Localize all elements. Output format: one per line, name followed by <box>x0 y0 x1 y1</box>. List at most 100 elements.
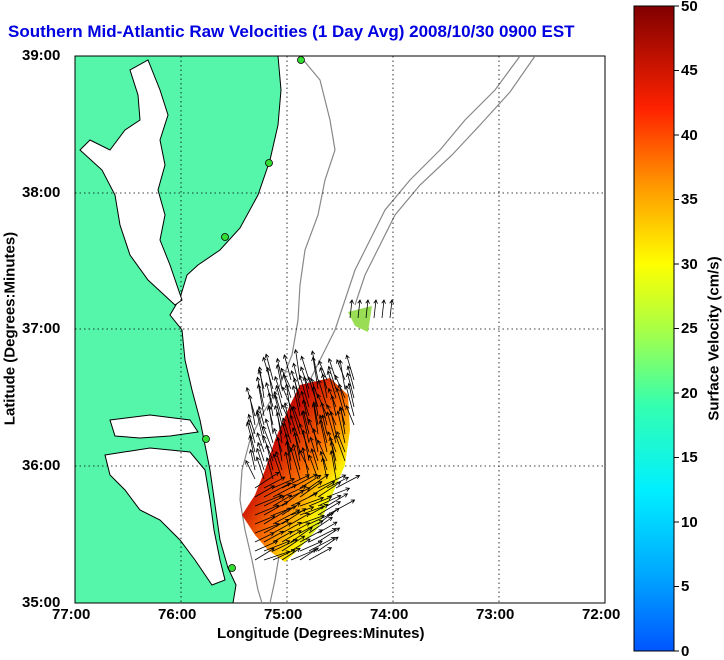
station-marker <box>221 233 229 241</box>
velocity-arrow <box>301 429 310 462</box>
velocity-arrow <box>254 547 275 561</box>
velocity-arrow <box>334 434 346 462</box>
colorbar-tick-label: 15 <box>681 449 698 466</box>
velocity-arrow <box>247 394 256 426</box>
velocity-arrow <box>272 494 293 507</box>
pamlico-sound <box>104 447 226 586</box>
velocity-arrow <box>308 547 333 561</box>
velocity-arrow <box>289 446 301 480</box>
velocity-arrow <box>310 448 319 471</box>
velocity-arrow <box>281 502 301 516</box>
velocity-arrow <box>317 439 328 462</box>
velocity-arrow <box>263 482 291 498</box>
velocity-arrow <box>308 504 329 516</box>
velocity-arrow <box>272 509 301 525</box>
velocity-arrow <box>389 299 394 319</box>
velocity-arrow <box>284 383 292 417</box>
velocity-arrow <box>282 373 292 399</box>
velocity-arrow <box>301 446 310 480</box>
velocity-arrow <box>345 354 355 381</box>
velocity-arrow <box>263 530 285 543</box>
colorbar-ticks <box>674 5 679 652</box>
velocity-arrow <box>281 521 302 534</box>
velocity-arrow <box>301 399 310 426</box>
velocity-arrow <box>308 516 333 534</box>
velocity-arrow <box>290 513 310 525</box>
velocity-arrow <box>275 363 283 390</box>
velocity-arrow <box>254 532 275 543</box>
velocity-arrow <box>264 353 274 381</box>
velocity-arrow <box>302 376 310 399</box>
velocity-arrow <box>299 540 323 552</box>
velocity-arrow <box>263 540 291 552</box>
velocity-arrow <box>281 474 310 489</box>
velocity-arrow <box>272 522 292 534</box>
velocity-arrow <box>257 405 265 426</box>
velocity-arrow <box>309 436 319 462</box>
velocity-arrow <box>329 450 337 480</box>
velocity-arrow <box>255 376 265 408</box>
velocity-arrow <box>293 348 301 381</box>
velocity-arrow <box>317 521 338 534</box>
velocity-arrow <box>272 484 298 498</box>
velocity-arrow <box>299 547 319 561</box>
x-tick-label: 72:00 <box>582 606 621 623</box>
velocity-arrow <box>267 392 274 417</box>
velocity-arrow <box>299 496 325 507</box>
velocity-arrow <box>346 365 355 390</box>
x-tick-label: 73:00 <box>476 606 515 623</box>
velocity-arrow <box>317 481 342 498</box>
velocity-arrow <box>299 529 324 543</box>
velocity-arrow <box>281 417 292 444</box>
velocity-arrow <box>339 406 346 435</box>
velocity-arrow <box>284 432 292 462</box>
velocity-arrow <box>265 456 274 480</box>
velocity-arrow <box>318 414 328 444</box>
velocity-arrow <box>280 367 292 390</box>
velocity-arrow <box>248 434 256 462</box>
velocity-arrow <box>272 549 296 561</box>
velocity-arrow <box>327 365 337 390</box>
x-tick-label: 74:00 <box>370 606 409 623</box>
velocity-arrow <box>281 530 302 543</box>
velocity-arrow <box>317 527 341 543</box>
velocity-arrow <box>299 481 323 498</box>
velocity-arrow <box>326 493 349 507</box>
velocity-arrow <box>254 515 276 525</box>
velocity-arrow <box>311 386 319 417</box>
y-tick-label: 37:00 <box>22 320 61 337</box>
velocity-arrow <box>337 383 346 408</box>
velocity-arrow <box>336 430 346 453</box>
velocity-arrow <box>308 473 330 489</box>
colorbar-tick-label: 30 <box>681 256 698 273</box>
y-tick-label: 38:00 <box>22 184 61 201</box>
velocity-arrow <box>335 387 346 417</box>
y-axis-label: Latitude (Degrees:Minutes) <box>1 231 19 426</box>
velocity-arrow <box>292 431 301 462</box>
albemarle-sound <box>109 414 199 439</box>
velocity-arrow <box>281 535 306 552</box>
velocity-arrow <box>265 366 274 399</box>
colorbar-tick-label: 50 <box>681 0 698 15</box>
velocity-arrow <box>262 425 274 453</box>
velocity-arrow <box>328 436 337 462</box>
velocity-arrow <box>290 406 301 435</box>
velocity-arrow <box>256 441 265 462</box>
velocity-arrow <box>298 449 310 471</box>
velocity-arrow <box>308 481 336 498</box>
radar-stations <box>202 56 305 572</box>
colorbar-tick-label: 40 <box>681 127 698 144</box>
velocity-arrow <box>310 350 319 381</box>
map-title: Southern Mid-Atlantic Raw Velocities (1 … <box>8 22 575 41</box>
velocity-arrow <box>263 507 292 525</box>
velocity-arrow <box>292 362 301 390</box>
velocity-arrow <box>245 459 256 480</box>
velocity-arrow <box>272 530 293 543</box>
velocity-arrow <box>255 447 265 471</box>
velocity-arrow <box>311 356 319 390</box>
velocity-arrow <box>291 426 301 453</box>
velocity-arrow <box>299 514 325 525</box>
velocity-arrow <box>255 456 265 480</box>
velocity-arrow <box>283 402 292 435</box>
velocity-arrow <box>300 355 310 381</box>
